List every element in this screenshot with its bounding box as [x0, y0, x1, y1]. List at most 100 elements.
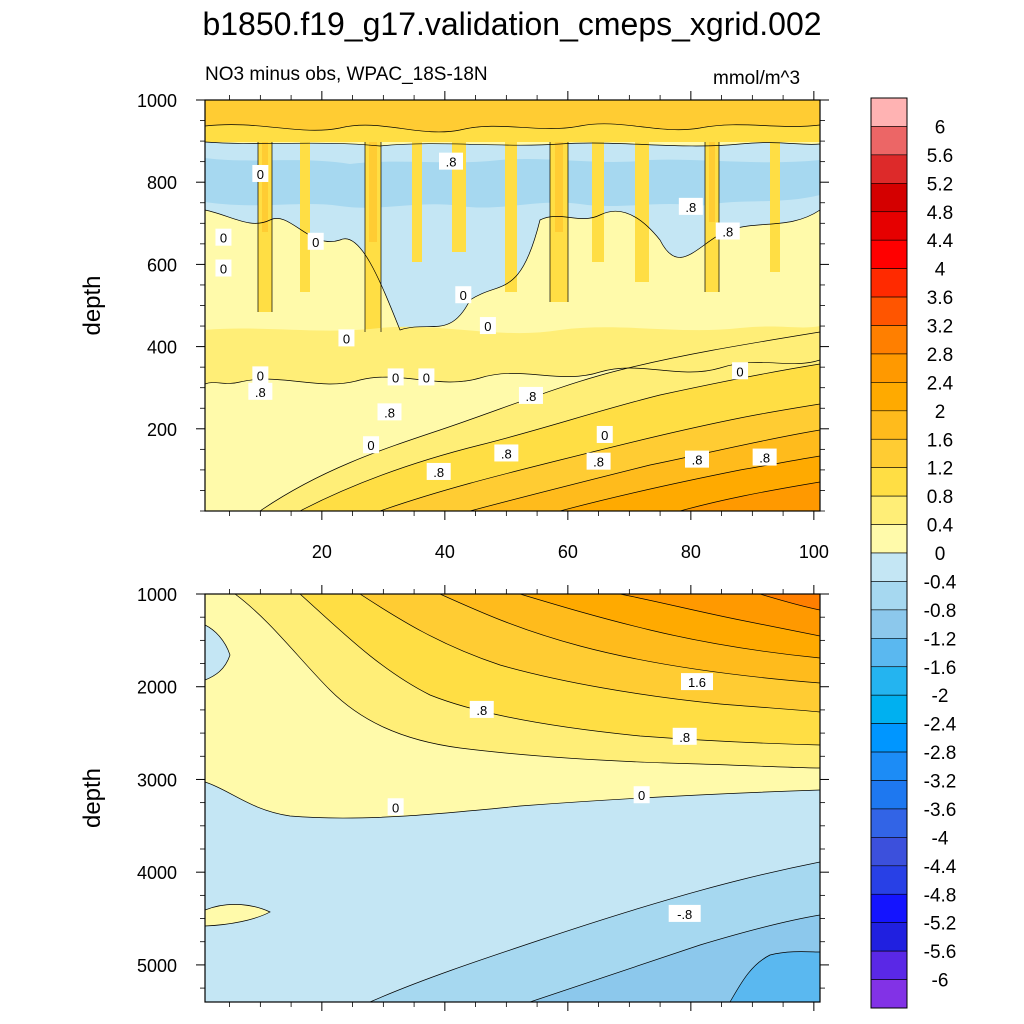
contour-label-bg: [672, 727, 697, 745]
colorbar-label: -6: [932, 971, 949, 992]
colorbar-swatch: [870, 211, 908, 241]
contour-label: .8: [255, 385, 266, 400]
contour-label: 0: [392, 800, 399, 815]
field-neg-16: [730, 951, 820, 1002]
colorbar-swatch: [870, 979, 908, 1009]
x-tick-label: 100: [799, 542, 829, 562]
colorbar-swatch: [870, 751, 908, 781]
contour-label: 0: [257, 368, 264, 383]
colorbar-swatch: [870, 808, 908, 838]
upper-panel: [205, 100, 820, 511]
colorbar-swatch: [870, 410, 908, 440]
colorbar-swatch: [870, 922, 908, 952]
y-tick-label: 400: [147, 338, 177, 358]
contour-label-bg: [494, 444, 519, 462]
contour-label: 0: [460, 288, 467, 303]
contour-label: .8: [722, 225, 733, 240]
contour-label: -.8: [677, 907, 692, 922]
contour-label-bg: [715, 222, 740, 240]
field-deep-24: [680, 482, 820, 511]
contour-label-bg: [248, 382, 273, 400]
contour-label: 0: [423, 370, 430, 385]
contour-label: .8: [384, 405, 395, 420]
colorbar-label: 2: [935, 402, 946, 423]
colorbar-label: 0.8: [927, 487, 953, 508]
units-label: mmol/m^3: [713, 68, 801, 89]
colorbar-swatch: [870, 495, 908, 525]
field-28: [760, 594, 820, 610]
chart-title: b1850.f19_g17.validation_cmeps_xgrid.002: [202, 6, 822, 42]
colorbar-label: -2: [932, 686, 949, 707]
colorbar-swatch: [870, 126, 908, 156]
contour-label-bg: [252, 164, 269, 182]
contour-label-bg: [387, 798, 404, 816]
colorbar-label: 4: [935, 260, 946, 281]
contour-label-bg: [307, 232, 324, 250]
contour-label-bg: [252, 366, 269, 384]
y-axis-title: depth: [79, 768, 106, 828]
colorbar-swatch: [870, 467, 908, 497]
colorbar-label: 2.4: [927, 373, 954, 394]
colorbar-frame: [870, 97, 908, 1009]
chart-subtitle: NO3 minus obs, WPAC_18S-18N: [205, 64, 488, 85]
colorbar-label: -5.2: [924, 914, 957, 935]
contour-label-bg: [685, 450, 709, 468]
contour-label: 0: [484, 319, 491, 334]
contour-label-bg: [678, 197, 703, 215]
y-tick-label: 3000: [137, 770, 177, 790]
y-tick-label: 800: [147, 173, 177, 193]
colorbar-swatch: [870, 438, 908, 468]
colorbar-label: -5.6: [924, 942, 957, 963]
contour-label-bg: [363, 436, 380, 454]
x-tick-label: 20: [312, 542, 332, 562]
contour-label-bg: [681, 673, 713, 691]
contour-label: 0: [257, 167, 264, 182]
colorbar-label: 1.6: [927, 430, 953, 451]
colorbar-label: 4.8: [927, 203, 953, 224]
contour-label-bg: [215, 228, 232, 246]
colorbar-label: 5.2: [927, 174, 953, 195]
contour-label-bg: [455, 286, 472, 304]
colorbar-swatch: [870, 382, 908, 412]
contour-label: .8: [446, 155, 457, 170]
y-tick-label: 4000: [137, 863, 177, 883]
contour-label-bg: [752, 448, 777, 466]
colorbar-label: 5.6: [927, 146, 953, 167]
colorbar-swatch: [870, 723, 908, 753]
colorbar-label: -3.2: [924, 772, 957, 793]
contour-label: .8: [433, 465, 444, 480]
contour-label-bg: [387, 368, 404, 386]
contour-label: .8: [526, 389, 537, 404]
colorbar-swatch: [870, 581, 908, 611]
colorbar-swatch: [870, 780, 908, 810]
contour-label: .8: [593, 455, 604, 470]
contour-label-bg: [586, 452, 611, 470]
contour-label: .8: [679, 730, 690, 745]
colorbar-label: -4: [932, 828, 949, 849]
contour-label: 0: [638, 788, 645, 803]
y-tick-label: 600: [147, 255, 177, 275]
field-neg-left-lower: [205, 625, 230, 680]
colorbar-label: 3.2: [927, 317, 953, 338]
contour-label: 0: [392, 370, 399, 385]
lower-contours: [205, 594, 820, 1002]
contour-label-bg: [633, 786, 650, 804]
colorbar-label: -1.6: [924, 658, 957, 679]
contour-label-bg: [479, 317, 496, 335]
colorbar-swatch: [870, 609, 908, 639]
colorbar-swatch: [870, 893, 908, 923]
contour-label: 0: [343, 331, 350, 346]
panel-frame-2: [204, 593, 821, 1003]
colorbar-label: 0.4: [927, 516, 954, 537]
colorbar-swatch: [870, 268, 908, 298]
colorbar-swatch: [870, 950, 908, 980]
contour-label-bg: [596, 425, 613, 443]
contour-label: 0: [312, 235, 319, 250]
colorbar-label: -3.6: [924, 800, 957, 821]
colorbar-label: 0: [935, 544, 946, 565]
colorbar-label: 2.8: [927, 345, 953, 366]
colorbar-label: -0.4: [924, 572, 957, 593]
contour-label: .8: [692, 453, 703, 468]
contour-label-bg: [518, 386, 543, 404]
